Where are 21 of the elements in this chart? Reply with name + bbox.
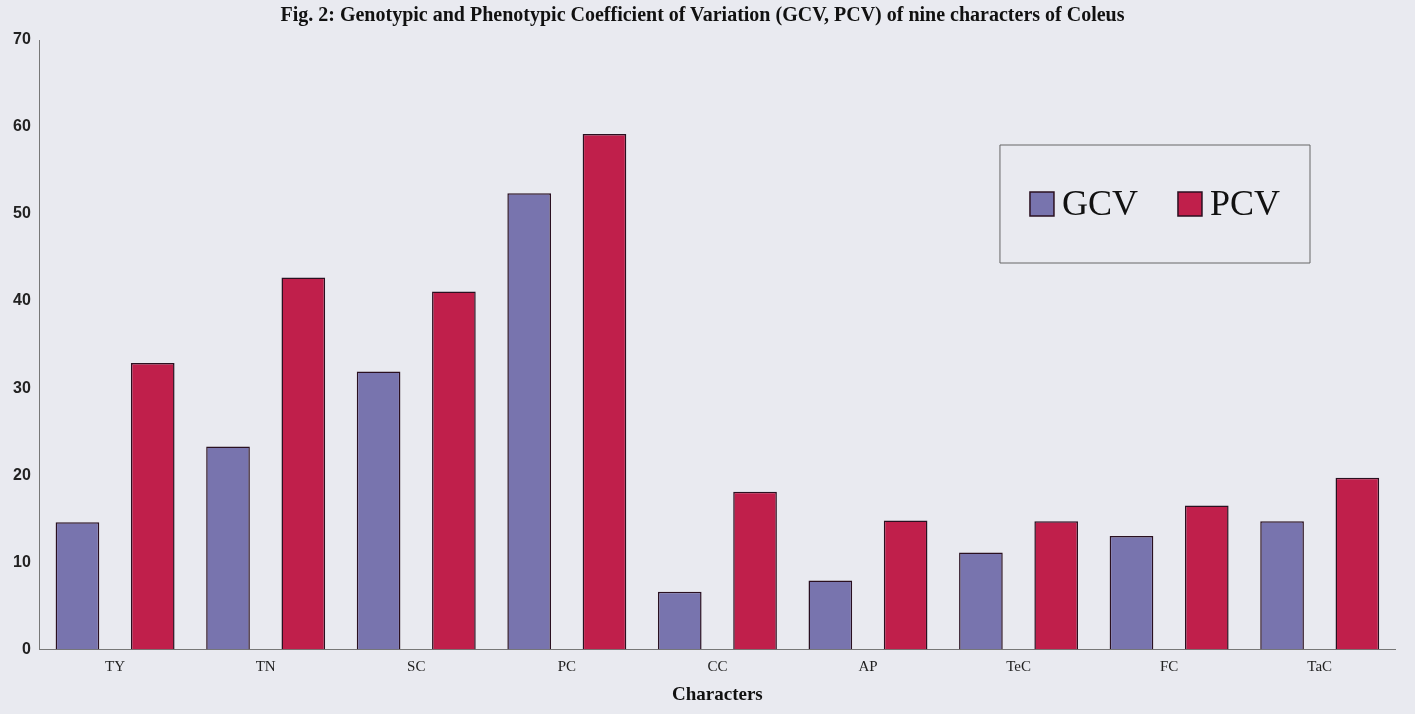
y-tick-label: 60 [13, 117, 31, 135]
x-tick-label: AP [858, 658, 878, 675]
x-tick-label: TY [105, 658, 126, 675]
y-tick-label: 70 [13, 30, 31, 48]
x-tick-label: FC [1159, 658, 1179, 675]
y-tick-label: 30 [13, 378, 31, 396]
y-tick-label: 20 [13, 465, 31, 483]
y-tick-label: 50 [13, 204, 31, 222]
legend-label: GCV [1061, 183, 1138, 224]
x-tick-label: TeC [1006, 658, 1031, 675]
legend-label: PCV [1209, 183, 1280, 224]
x-tick-label: TN [255, 658, 276, 675]
x-axis-title: Characters [672, 682, 763, 704]
chart-title: Fig. 2: Genotypic and Phenotypic Coefficient of Variation (GCV, PCV) of nine characters of Coleus [280, 3, 1125, 27]
y-tick-label: 0 [21, 639, 31, 657]
y-tick-label: 40 [13, 291, 31, 309]
x-tick-label: SC [407, 658, 426, 675]
x-tick-label: PC [557, 658, 576, 675]
x-tick-label: TaC [1307, 658, 1333, 675]
x-tick-label: CC [707, 658, 728, 675]
y-tick-label: 10 [13, 552, 31, 570]
